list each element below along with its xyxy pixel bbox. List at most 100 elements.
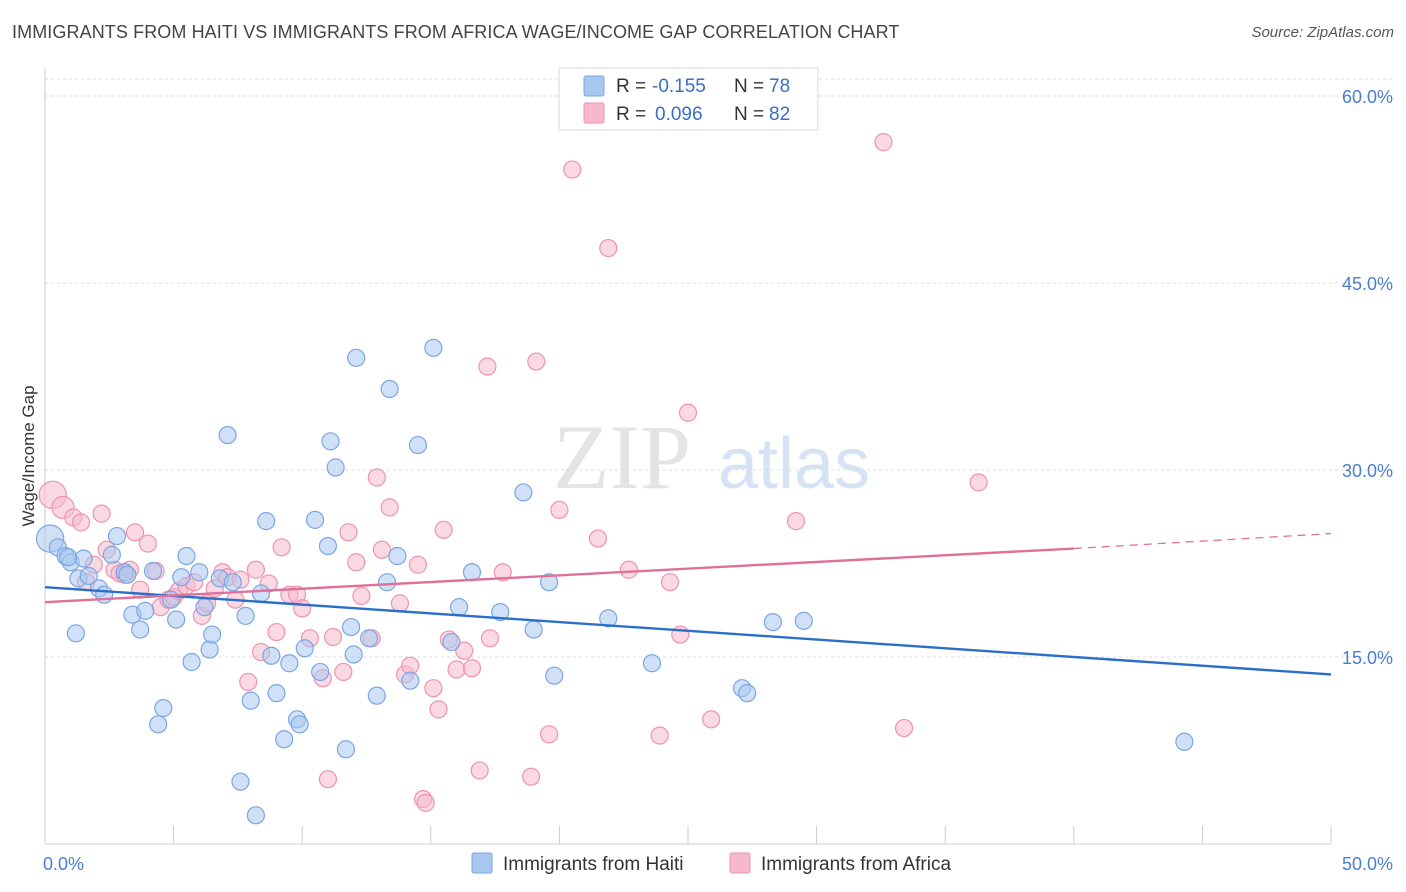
trend-lines	[44, 532, 1332, 676]
haiti-trend-line	[44, 585, 1332, 676]
y-tick-label-30: 30.0%	[1342, 461, 1393, 481]
haiti-point-48	[321, 432, 340, 451]
haiti-point-66	[514, 483, 533, 502]
haiti-point-56	[377, 573, 397, 592]
africa-point-56	[424, 679, 443, 698]
haiti-point-68	[540, 573, 559, 592]
africa-point-75	[650, 726, 669, 745]
haiti-point-30	[218, 425, 237, 445]
haiti-point-6	[74, 549, 93, 568]
haiti-point-39	[267, 684, 286, 703]
africa-point-49	[380, 498, 399, 517]
africa-point-69	[540, 725, 559, 744]
haiti-point-77	[59, 548, 78, 567]
bottom-legend: Immigrants from Haiti Immigrants from Af…	[471, 852, 951, 875]
africa-point-68	[527, 352, 546, 371]
haiti-point-70	[599, 609, 618, 628]
africa-trend-line	[44, 547, 1074, 604]
chart-title: IMMIGRANTS FROM HAITI VS IMMIGRANTS FROM…	[12, 22, 900, 42]
y-tick-label-45: 45.0%	[1342, 274, 1393, 294]
haiti-point-23	[177, 546, 196, 566]
africa-point-29	[239, 672, 258, 692]
africa-point-12	[125, 523, 145, 542]
source-label: Source: ZipAtlas.com	[1251, 24, 1394, 41]
africa-point-14	[138, 534, 157, 553]
watermark-atlas: atlas	[718, 424, 870, 504]
haiti-point-73	[738, 684, 757, 703]
africa-point-81	[874, 133, 893, 152]
africa-point-41	[323, 627, 343, 647]
legend-africa-n-value: 82	[769, 104, 790, 125]
africa-trend-extension	[1073, 532, 1332, 550]
haiti-point-11	[107, 526, 127, 546]
legend-swatch-africa	[583, 102, 605, 124]
x-tick-labels: 0.0% 50.0%	[43, 854, 1393, 874]
haiti-point-58	[388, 546, 407, 566]
haiti-point-28	[203, 625, 222, 644]
haiti-point-32	[231, 772, 250, 791]
haiti-point-7	[79, 566, 98, 586]
africa-point-44	[347, 553, 366, 572]
africa-point-77	[671, 625, 690, 644]
haiti-point-13	[118, 565, 137, 584]
haiti-point-50	[336, 740, 356, 759]
bottom-legend-swatch-africa	[729, 852, 751, 874]
haiti-point-46	[311, 662, 330, 682]
africa-point-60	[447, 660, 466, 679]
africa-point-37	[293, 599, 312, 618]
haiti-point-25	[190, 563, 209, 582]
bottom-legend-haiti: Immigrants from Haiti	[503, 854, 684, 875]
watermark: ZIP atlas	[553, 406, 870, 508]
africa-point-65	[480, 629, 500, 648]
africa-point-3	[71, 513, 91, 532]
legend-africa-r-value: 0.096	[655, 104, 703, 125]
haiti-point-22	[172, 568, 191, 587]
haiti-point-47	[318, 536, 338, 556]
africa-point-55	[416, 793, 435, 812]
africa-point-72	[588, 529, 608, 548]
africa-point-73	[599, 238, 618, 258]
africa-point-13	[131, 580, 150, 599]
africa-point-64	[478, 357, 497, 376]
africa-point-50	[390, 594, 410, 613]
legend-africa-n-label: N =	[734, 104, 764, 125]
haiti-point-41	[280, 654, 299, 673]
haiti-point-40	[275, 730, 294, 749]
africa-point-57	[429, 700, 448, 719]
africa-point-83	[969, 473, 988, 492]
haiti-point-57	[380, 379, 399, 399]
africa-point-53	[408, 555, 428, 574]
africa-point-47	[367, 468, 386, 487]
legend-swatch-haiti	[583, 75, 605, 97]
haiti-point-75	[794, 611, 813, 630]
africa-point-74	[619, 560, 638, 579]
haiti-point-24	[182, 652, 201, 672]
haiti-point-62	[442, 632, 461, 652]
haiti-point-17	[143, 561, 163, 581]
haiti-point-52	[344, 645, 363, 664]
africa-point-6	[92, 504, 111, 523]
y-tick-label-15: 15.0%	[1342, 648, 1393, 668]
haiti-point-43	[290, 715, 309, 734]
africa-point-48	[372, 540, 392, 559]
legend-haiti-r-label: R =	[616, 76, 646, 97]
haiti-point-33	[236, 606, 255, 625]
haiti-point-74	[763, 612, 782, 632]
haiti-point-9	[95, 585, 114, 604]
haiti-point-61	[424, 338, 443, 357]
africa-point-33	[267, 622, 286, 642]
africa-point-79	[702, 710, 721, 729]
haiti-point-15	[131, 620, 150, 639]
africa-point-62	[462, 659, 482, 678]
haiti-point-34	[241, 691, 260, 710]
haiti-point-38	[262, 646, 281, 665]
haiti-point-49	[326, 458, 345, 477]
africa-point-82	[894, 718, 914, 738]
x-tick-label-min: 0.0%	[43, 854, 84, 874]
africa-point-63	[470, 761, 489, 780]
africa-point-70	[550, 500, 569, 519]
haiti-point-65	[491, 603, 510, 622]
africa-point-40	[318, 770, 338, 789]
haiti-point-55	[367, 686, 386, 705]
